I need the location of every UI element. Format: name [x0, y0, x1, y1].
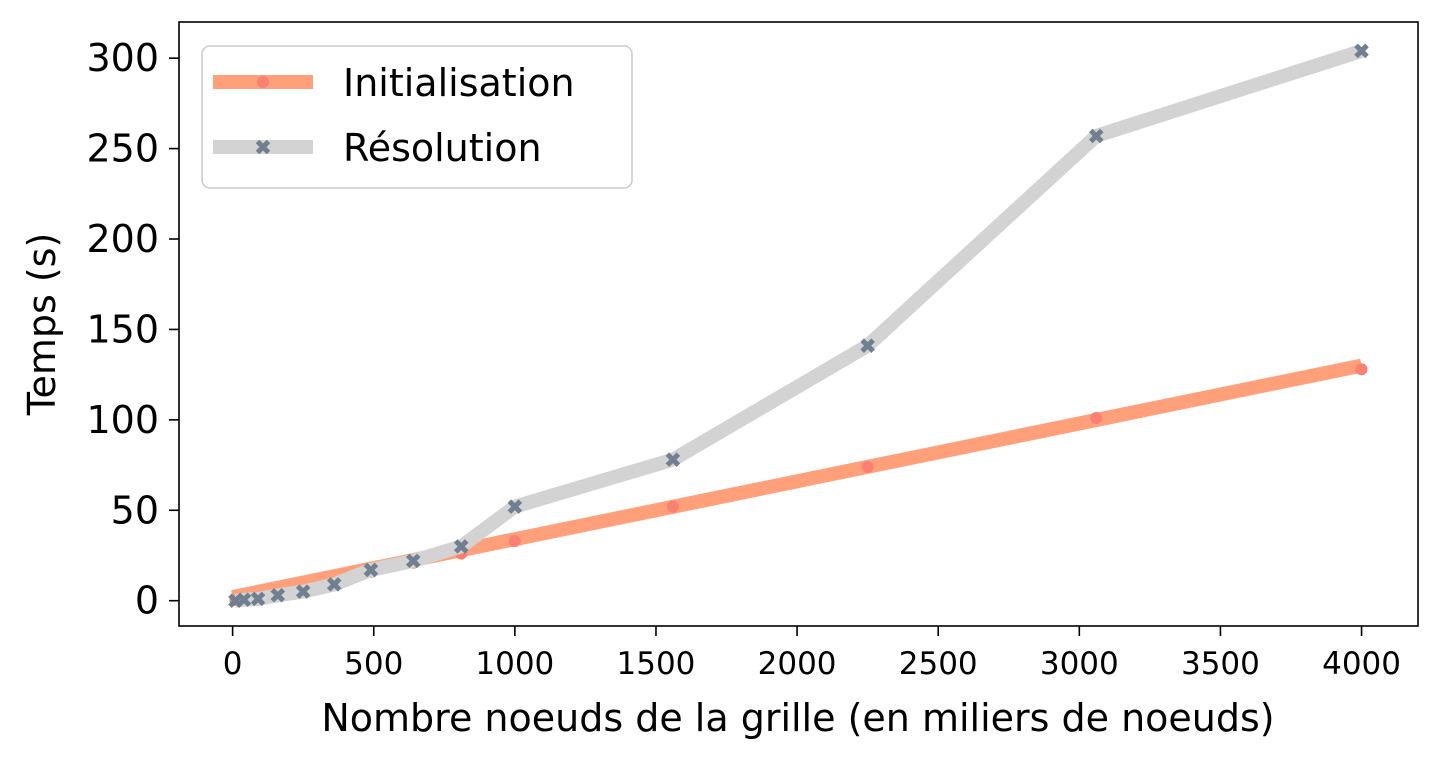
- y-axis-ticks: 0 50 100 150 200 250 300: [86, 36, 179, 623]
- data-point: [405, 553, 421, 569]
- data-point: [1088, 128, 1104, 144]
- data-point: [250, 591, 266, 607]
- data-point: [861, 460, 874, 473]
- series-layer: [228, 43, 1369, 608]
- y-tick-label: 200: [86, 217, 159, 261]
- y-tick-label: 100: [86, 398, 159, 442]
- x-tick-label: 0: [223, 646, 243, 682]
- data-point: [1355, 363, 1368, 376]
- plot-frame: [178, 21, 1419, 627]
- x-axis-label: Nombre noeuds de la grille (en miliers d…: [321, 696, 1274, 740]
- data-point: [507, 499, 523, 514]
- y-tick-label: 300: [86, 36, 159, 80]
- series-2: [228, 43, 1369, 608]
- data-point: [363, 562, 379, 578]
- data-point: [453, 539, 469, 554]
- x-tick-label: 4000: [1322, 646, 1401, 682]
- y-tick-label: 250: [86, 127, 159, 171]
- y-tick-label: 150: [86, 307, 159, 351]
- legend-label: Initialisation: [343, 61, 575, 105]
- x-tick-label: 2000: [758, 646, 837, 682]
- x-tick-label: 1000: [475, 646, 554, 682]
- data-point: [1354, 43, 1369, 59]
- x-tick-label: 3000: [1040, 646, 1119, 682]
- x-tick-label: 500: [344, 646, 403, 682]
- y-tick-label: 0: [135, 579, 159, 623]
- data-point: [270, 587, 286, 603]
- x-axis-ticks: 0 500 1000 1500 2000 2500 3000 3500 4000: [223, 626, 1401, 682]
- data-point: [860, 338, 875, 353]
- data-point: [665, 452, 681, 467]
- y-tick-label: 50: [111, 488, 159, 532]
- legend-marker: [255, 139, 271, 155]
- legend-marker: [257, 76, 269, 88]
- data-point: [666, 500, 679, 513]
- x-tick-label: 3500: [1181, 646, 1260, 682]
- data-point: [326, 577, 342, 592]
- data-point: [508, 535, 521, 548]
- legend-label: Résolution: [343, 126, 542, 170]
- x-tick-label: 1500: [617, 646, 696, 682]
- data-point: [1090, 412, 1103, 425]
- x-tick-label: 2500: [899, 646, 978, 682]
- data-point: [236, 592, 252, 608]
- data-point: [295, 584, 311, 599]
- y-axis-label: Temps (s): [20, 233, 64, 417]
- legend: Initialisation Résolution: [201, 45, 633, 189]
